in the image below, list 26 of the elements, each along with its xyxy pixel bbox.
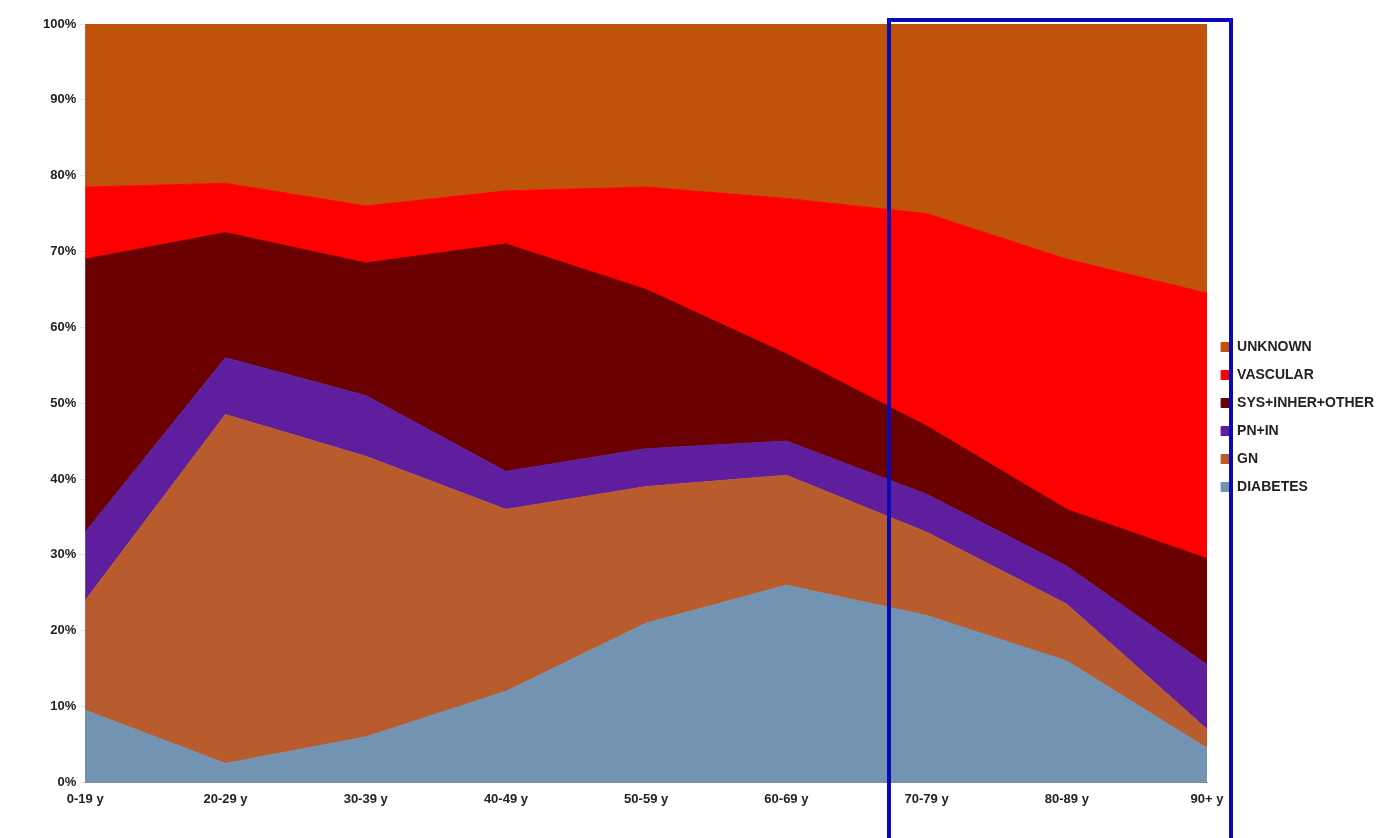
y-tick-label: 0%	[57, 773, 77, 789]
y-tick-label: 50%	[50, 394, 77, 410]
x-tick-label: 20-29 y	[203, 790, 249, 806]
legend-label: VASCULAR	[1237, 365, 1314, 382]
x-tick-label: 0-19 y	[66, 790, 105, 806]
x-tick-label: 70-79 y	[904, 790, 950, 806]
x-tick-label: 60-69 y	[764, 790, 810, 806]
legend-label: SYS+INHER+OTHER	[1237, 393, 1375, 410]
y-tick-label: 10%	[50, 698, 77, 714]
x-tick-label: 80-89 y	[1044, 790, 1090, 806]
legend-label: PN+IN	[1237, 421, 1279, 438]
legend-label: GN	[1237, 449, 1259, 466]
y-tick-label: 70%	[50, 243, 77, 259]
y-tick-label: 30%	[50, 546, 77, 562]
y-tick-label: 100%	[43, 15, 77, 31]
y-tick-label: 60%	[50, 318, 77, 334]
legend-label: DIABETES	[1237, 477, 1308, 494]
x-tick-label: 40-49 y	[483, 790, 529, 806]
x-tick-label: 50-59 y	[624, 790, 669, 806]
y-tick-label: 80%	[50, 167, 77, 183]
y-tick-label: 90%	[50, 91, 77, 107]
y-tick-label: 20%	[50, 622, 77, 638]
x-tick-label: 90+ y	[1190, 790, 1225, 806]
x-tick-label: 30-39 y	[343, 790, 389, 806]
y-tick-label: 40%	[50, 470, 77, 486]
legend-label: UNKNOWN	[1237, 337, 1312, 354]
